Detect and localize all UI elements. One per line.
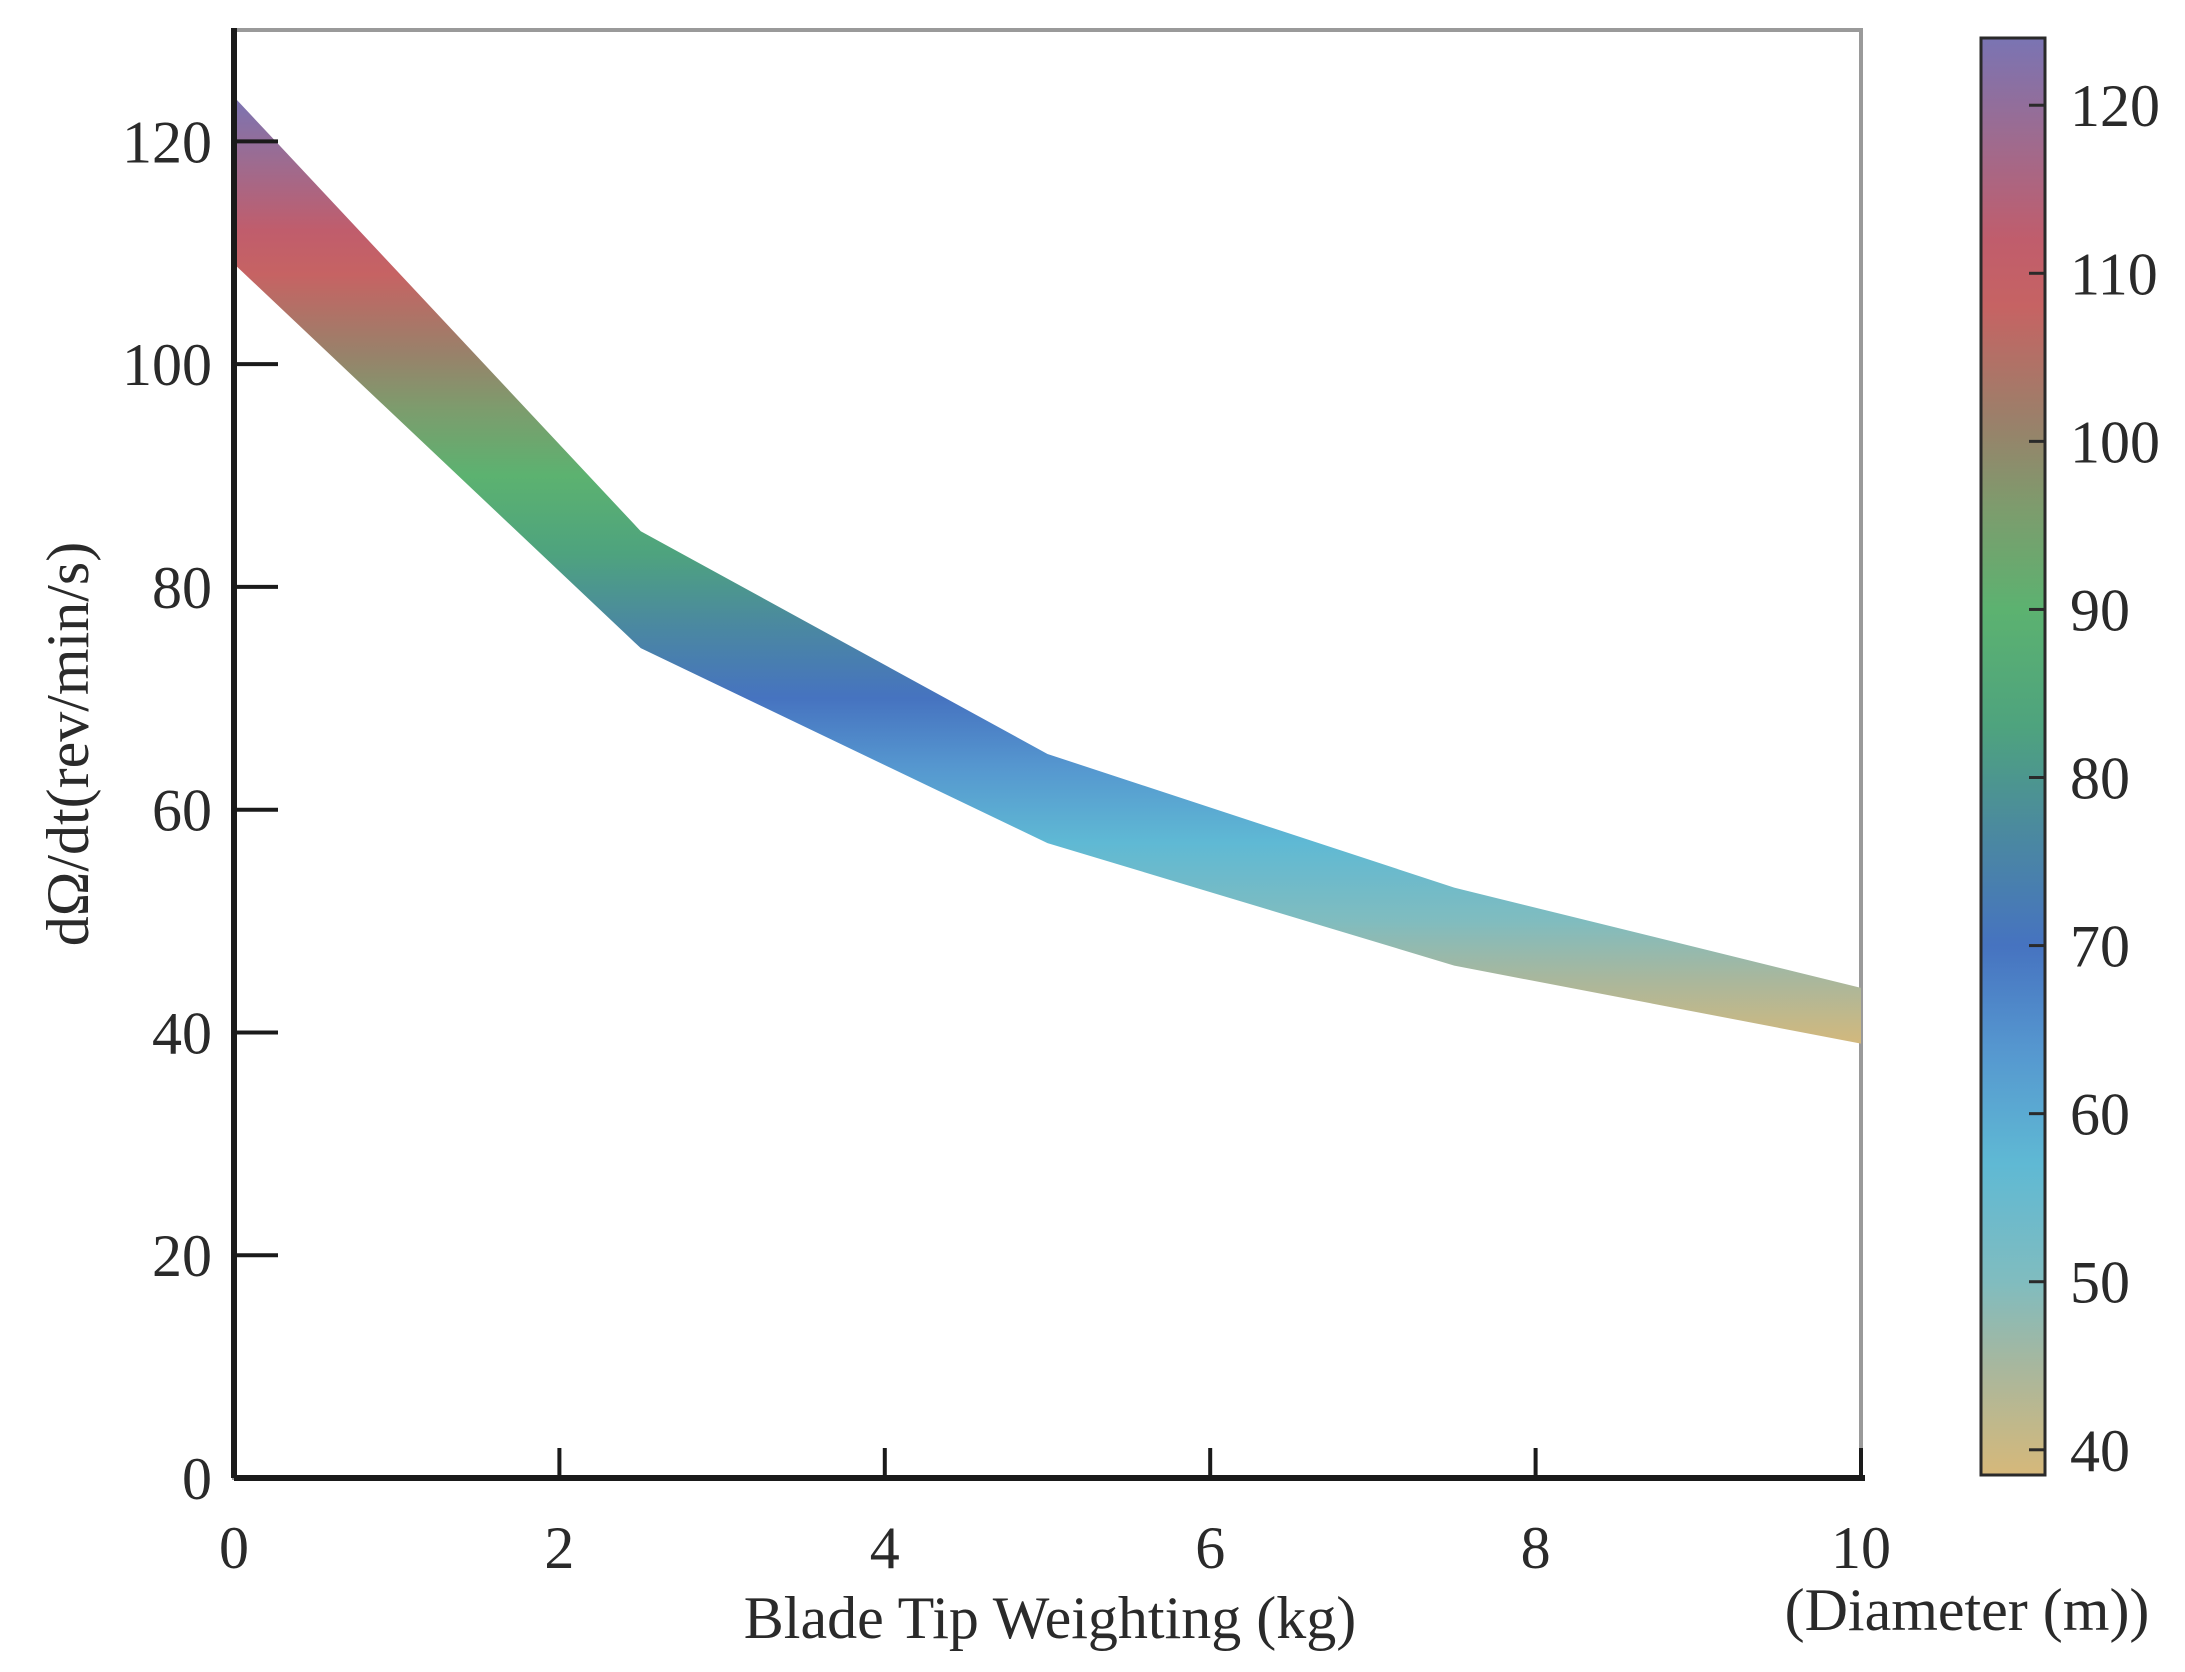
colorbar-tick-label: 90 [2070,577,2130,643]
x-axis-title: Blade Tip Weighting (kg) [744,1585,1356,1651]
colorbar-tick-label: 50 [2070,1250,2130,1316]
colorbar-ticks: 40 50 60 70 80 90 100 110 120 [2029,73,2160,1484]
y-tick-label: 100 [122,332,212,398]
y-axis-title: dΩ/dt(rev/min/s) [35,542,101,947]
y-tick-label: 0 [182,1446,212,1512]
y-tick-label: 120 [122,109,212,175]
y-tick-label: 40 [152,1000,212,1066]
x-tick-label: 0 [219,1515,249,1581]
x-axis-secondary-title: (Diameter (m)) [1785,1577,2150,1643]
colorbar-tick-label: 80 [2070,746,2130,812]
x-tick-label: 8 [1521,1515,1551,1581]
y-tick-label: 80 [152,555,212,621]
x-tick-label: 6 [1195,1515,1225,1581]
colorbar-tick-label: 110 [2070,241,2158,307]
colorbar-tick-label: 70 [2070,914,2130,980]
colorbar-tick-label: 60 [2070,1082,2130,1148]
data-band [234,96,1861,1044]
y-tick-label: 20 [152,1223,212,1289]
colorbar-tick-label: 120 [2070,73,2160,139]
y-ticks: 0 20 40 60 80 100 120 [122,109,278,1512]
x-tick-label: 4 [870,1515,900,1581]
colorbar-tick-label: 100 [2070,409,2160,475]
colorbar [1979,36,2047,1477]
y-tick-label: 60 [152,778,212,844]
x-ticks: 0 2 4 6 8 10 [219,1448,1891,1581]
x-tick-label: 2 [544,1515,574,1581]
x-tick-label: 10 [1831,1515,1891,1581]
colorbar-tick-label: 40 [2070,1418,2130,1484]
